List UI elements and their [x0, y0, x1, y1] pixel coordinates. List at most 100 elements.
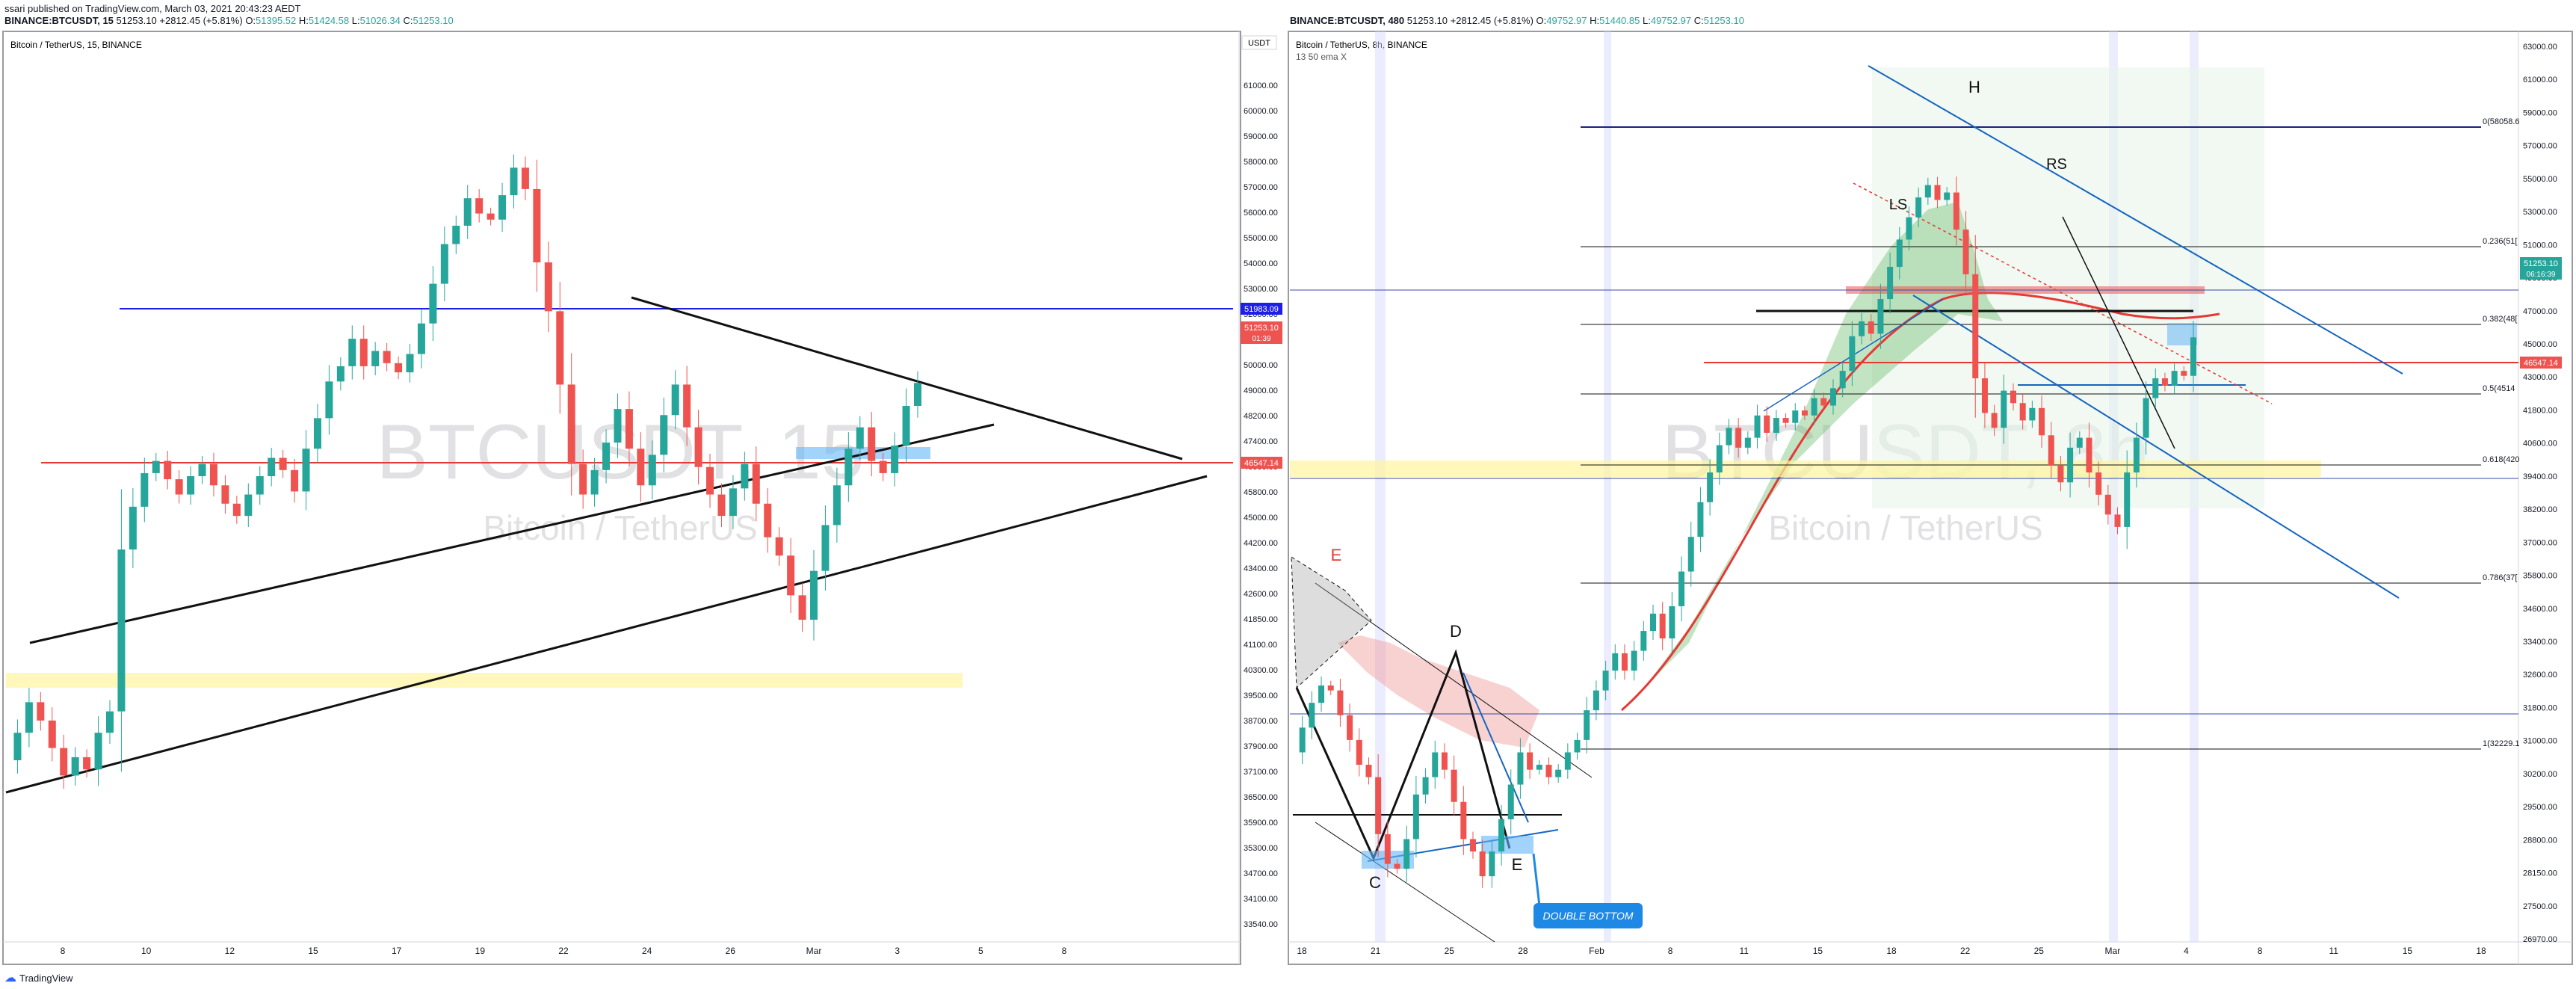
- candle-body: [2133, 437, 2140, 472]
- candle-body: [856, 427, 864, 449]
- y-tick-label: 53000.00: [1244, 285, 1278, 294]
- candle-body: [510, 167, 518, 196]
- candle-body: [1991, 413, 1998, 428]
- candle-body: [83, 757, 91, 770]
- y-tick-label: 47000.00: [2523, 307, 2557, 316]
- right-ema-cloud-red: [1338, 635, 1539, 748]
- y-tick-label: 33540.00: [1244, 920, 1278, 929]
- candle-body: [1726, 428, 1732, 446]
- right-early-channel-upper: [1315, 582, 1593, 778]
- candle-body: [1744, 437, 1751, 448]
- fib-level-label: 0.618(420: [2483, 455, 2520, 464]
- right-high: 51440.85: [1599, 15, 1640, 26]
- candle-body: [1697, 502, 1704, 537]
- candle-body: [1318, 685, 1325, 703]
- candle-body: [1631, 650, 1637, 671]
- y-tick-label: 44200.00: [1244, 539, 1278, 548]
- candle-body: [1896, 239, 1903, 267]
- candle-body: [1972, 274, 1979, 379]
- right-last: 51253.10: [1406, 15, 1448, 26]
- candle-body: [498, 195, 507, 220]
- left-last: 51253.10: [116, 15, 157, 26]
- candle-body: [1792, 410, 1799, 423]
- candle-body: [1906, 217, 1912, 240]
- currency-badge[interactable]: [1241, 35, 1277, 50]
- candle-body: [25, 702, 33, 733]
- right-e-triangle: [1291, 556, 1372, 689]
- candle-body: [660, 415, 668, 455]
- candle-body: [602, 443, 611, 470]
- candle-body: [268, 457, 276, 477]
- candle-body: [475, 198, 484, 214]
- fib-level-label: 0(58058.6: [2483, 117, 2520, 126]
- y-tick-label: 61000.00: [2523, 76, 2557, 84]
- candle-body: [833, 485, 841, 526]
- candle-body: [2067, 447, 2074, 483]
- left-watermark-sub: Bitcoin / TetherUS: [483, 508, 757, 547]
- right-low: 49752.97: [1650, 15, 1692, 26]
- candle-body: [706, 466, 714, 495]
- candle-body: [1849, 336, 1856, 372]
- annotation-ls: LS: [1889, 197, 1907, 213]
- x-tick-label: 15: [308, 946, 318, 956]
- candle-body: [1422, 777, 1429, 795]
- candle-body: [567, 384, 575, 464]
- candle-body: [1394, 863, 1400, 869]
- y-tick-label: 37100.00: [1244, 768, 1278, 777]
- y-tick-label: 39400.00: [2523, 472, 2557, 481]
- x-tick-label: 5: [978, 946, 983, 956]
- y-tick-label: 31800.00: [2523, 703, 2557, 712]
- fib-level-label: 0.5(4514: [2483, 384, 2515, 393]
- candle-body: [2143, 398, 2149, 438]
- x-tick-label: 10: [141, 946, 152, 956]
- x-tick-label: Mar: [2105, 946, 2121, 956]
- candle-body: [325, 381, 333, 419]
- candle-body: [256, 476, 264, 495]
- y-tick-label: 36500.00: [1244, 793, 1278, 802]
- candle-body: [1859, 321, 1865, 336]
- candle-body: [810, 570, 818, 620]
- y-tick-label: 49000.00: [1244, 386, 1278, 395]
- candle-body: [2001, 390, 2007, 428]
- y-tick-label: 34600.00: [2523, 605, 2557, 614]
- candle-body: [1412, 794, 1419, 839]
- axes: 61000.00 60000.00 59000.00 58000.00 57000.00…: [61, 43, 2557, 956]
- x-tick-label: 25: [2034, 946, 2045, 956]
- y-tick-label: 34700.00: [1244, 869, 1278, 878]
- price-label-value: 51253.10: [1244, 324, 1279, 333]
- publisher-line: ssari published on TradingView.com, Marc…: [4, 3, 301, 14]
- right-chart-title: Bitcoin / TetherUS, 8h, BINANCE: [1296, 40, 1427, 50]
- candle-body: [844, 449, 853, 486]
- candle-body: [2152, 378, 2159, 398]
- charts-canvas[interactable]: Bitcoin / TetherUS, 15, BINANCE Bitcoin …: [0, 0, 2576, 966]
- candle-body: [914, 383, 921, 407]
- candle-body: [902, 406, 910, 446]
- footer-brand: TradingView: [19, 972, 73, 984]
- candle-body: [291, 469, 299, 492]
- y-tick-label: 51000.00: [2523, 241, 2557, 250]
- left-panel-frame: [2, 31, 1241, 965]
- price-label-box: [1241, 321, 1282, 344]
- candle-body: [1479, 851, 1486, 877]
- x-tick-label: Mar: [806, 946, 822, 956]
- left-ohlc-line: BINANCE:BTCUSDT, 15 51253.10 +2812.45 (+…: [4, 15, 454, 26]
- left-lower-trendline-1: [29, 423, 995, 644]
- candle-body: [2086, 437, 2092, 472]
- candle-body: [1517, 752, 1524, 785]
- y-tick-label: 56000.00: [1244, 209, 1278, 218]
- candle-body: [533, 188, 541, 262]
- candle-body: [1962, 229, 1969, 274]
- candle-body: [1868, 321, 1874, 334]
- candle-body: [1527, 752, 1533, 770]
- right-candles: [1299, 176, 2196, 888]
- candle-body: [1451, 769, 1457, 802]
- candle-body: [1327, 685, 1334, 691]
- candle-body: [37, 702, 45, 721]
- x-tick-label: 26: [726, 946, 736, 956]
- candle-body: [1934, 185, 1941, 200]
- footer[interactable]: ☁ TradingView: [4, 970, 73, 985]
- right-symbol: BINANCE:BTCUSDT, 480: [1290, 15, 1405, 26]
- candle-body: [1384, 834, 1391, 864]
- left-symbol: BINANCE:BTCUSDT, 15: [4, 15, 114, 26]
- candle-body: [1669, 606, 1675, 639]
